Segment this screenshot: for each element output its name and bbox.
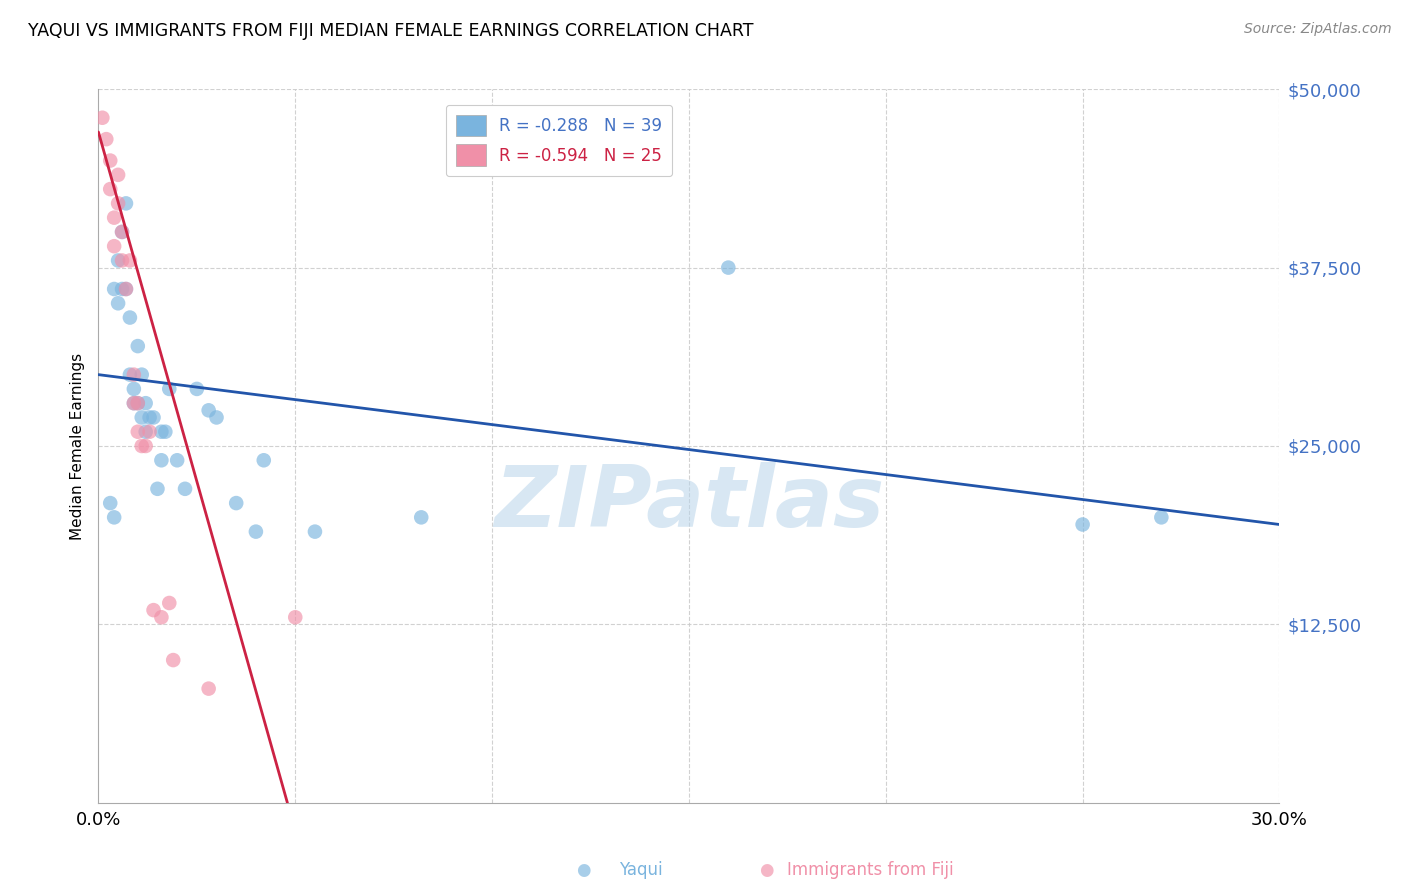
Point [107, 168, 129, 182]
Point [122, 368, 145, 382]
Point [118, 253, 141, 268]
Point [142, 603, 165, 617]
Point [115, 196, 138, 211]
Point [111, 225, 134, 239]
Point [131, 410, 153, 425]
Point [98, 182, 121, 196]
Point [122, 396, 145, 410]
Point [245, 524, 267, 539]
Point [107, 196, 129, 211]
Point [205, 410, 228, 425]
Point [111, 253, 134, 268]
Point [127, 425, 149, 439]
Point [91, 111, 114, 125]
Point [127, 396, 149, 410]
Point [150, 453, 173, 467]
Text: Yaqui: Yaqui [619, 861, 662, 879]
Point [166, 453, 188, 467]
Point [131, 368, 153, 382]
Point [103, 211, 125, 225]
Point [174, 482, 197, 496]
Point [197, 403, 219, 417]
Point [225, 496, 247, 510]
Text: ●: ● [759, 861, 773, 879]
Point [127, 396, 149, 410]
Point [122, 396, 145, 410]
Point [717, 260, 740, 275]
Point [103, 282, 125, 296]
Text: Source: ZipAtlas.com: Source: ZipAtlas.com [1244, 22, 1392, 37]
Text: ●: ● [576, 861, 591, 879]
Point [122, 382, 145, 396]
Text: YAQUI VS IMMIGRANTS FROM FIJI MEDIAN FEMALE EARNINGS CORRELATION CHART: YAQUI VS IMMIGRANTS FROM FIJI MEDIAN FEM… [28, 22, 754, 40]
Point [253, 453, 276, 467]
Point [1071, 517, 1094, 532]
Point [135, 425, 157, 439]
Point [107, 296, 129, 310]
Point [111, 282, 134, 296]
Point [115, 282, 138, 296]
Point [103, 239, 125, 253]
Point [157, 596, 180, 610]
Legend: R = -0.288   N = 39, R = -0.594   N = 25: R = -0.288 N = 39, R = -0.594 N = 25 [446, 104, 672, 176]
Point [138, 425, 160, 439]
Point [411, 510, 433, 524]
Point [135, 439, 157, 453]
Point [96, 132, 118, 146]
Point [157, 382, 180, 396]
Point [186, 382, 208, 396]
Point [115, 282, 138, 296]
Text: Immigrants from Fiji: Immigrants from Fiji [787, 861, 955, 879]
Point [155, 425, 177, 439]
Point [150, 610, 173, 624]
Point [197, 681, 219, 696]
Point [146, 482, 169, 496]
Point [118, 368, 141, 382]
Point [98, 153, 121, 168]
Point [150, 425, 173, 439]
Text: ZIPatlas: ZIPatlas [494, 461, 884, 545]
Point [142, 410, 165, 425]
Point [135, 396, 157, 410]
Point [118, 310, 141, 325]
Point [138, 410, 160, 425]
Point [304, 524, 326, 539]
Point [1150, 510, 1173, 524]
Point [284, 610, 307, 624]
Y-axis label: Median Female Earnings: Median Female Earnings [69, 352, 84, 540]
Point [111, 225, 134, 239]
Point [127, 339, 149, 353]
Point [103, 510, 125, 524]
Point [162, 653, 184, 667]
Point [131, 439, 153, 453]
Point [107, 253, 129, 268]
Point [98, 496, 121, 510]
